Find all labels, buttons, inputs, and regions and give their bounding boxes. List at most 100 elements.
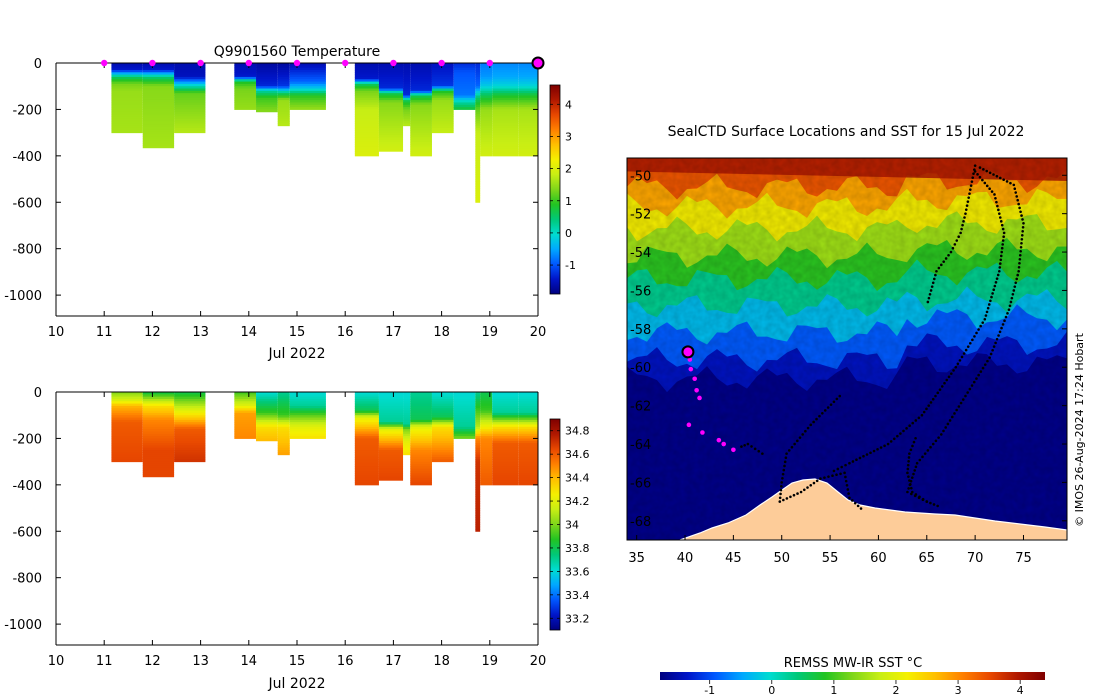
temperature-cell <box>480 130 493 134</box>
track-point <box>992 345 996 348</box>
temperature-cell <box>475 174 481 178</box>
track-point <box>823 476 826 479</box>
temperature-cell <box>492 104 519 108</box>
salinity-cell <box>480 401 493 405</box>
temperature-cell <box>410 63 432 66</box>
salinity-cell <box>256 410 278 414</box>
salinity-cell <box>289 401 326 405</box>
salinity-cell <box>480 445 493 449</box>
temperature-cell <box>410 153 432 157</box>
temperature-cell <box>410 109 432 113</box>
temperature-cell <box>480 107 493 110</box>
temperature-cell <box>277 116 290 120</box>
temperature-cell <box>410 134 432 138</box>
salinity-cell <box>410 477 432 481</box>
track-point <box>928 292 932 296</box>
salinity-cell <box>518 438 538 442</box>
track-point <box>1009 300 1013 304</box>
latest-profile-marker <box>531 56 545 70</box>
temperature-cell <box>475 146 481 150</box>
temperature-cell <box>289 95 326 99</box>
salinity-panel: 10 11 12 13 14 15 16 17 18 19 200-200-400-600-800-… <box>4 386 589 692</box>
temperature-cell <box>492 130 519 134</box>
salinity-cell <box>492 431 519 435</box>
temperature-cell <box>174 111 206 115</box>
temperature-cell <box>518 153 538 157</box>
track-point <box>998 216 1002 219</box>
salinity-cell <box>475 392 481 395</box>
salinity-cell <box>431 403 454 407</box>
temperature-cell <box>289 93 326 96</box>
temperature-cell <box>234 95 257 99</box>
track-point <box>977 328 980 331</box>
salinity-cell <box>277 431 290 435</box>
track-point <box>1015 195 1019 198</box>
temperature-cell <box>492 65 519 69</box>
temperature-cell <box>354 76 379 80</box>
temperature-x-tick-label: 19 <box>482 325 499 340</box>
sst-colorbar-bar <box>660 672 1045 680</box>
salinity-cell <box>480 466 493 470</box>
salinity-cell <box>354 398 379 402</box>
temperature-cell <box>234 100 257 103</box>
temperature-cell <box>111 111 143 115</box>
temperature-cell <box>475 165 481 168</box>
temperature-cell <box>410 86 432 90</box>
salinity-cell <box>480 419 493 423</box>
temperature-cell <box>277 121 290 124</box>
temperature-cell <box>354 144 379 148</box>
temperature-cell <box>480 116 493 120</box>
temperature-cell <box>354 139 379 143</box>
track-point <box>865 453 869 456</box>
temperature-cell <box>453 93 476 96</box>
temperature-cell <box>475 141 481 145</box>
temperature-cell <box>518 116 538 120</box>
salinity-cell <box>518 440 538 444</box>
temperature-cell <box>410 79 432 83</box>
salinity-x-tick-label: 16 <box>337 654 354 669</box>
salinity-cell <box>289 403 326 407</box>
track-point <box>899 432 902 435</box>
salinity-cell <box>453 403 476 407</box>
salinity-cell <box>142 440 175 444</box>
salinity-cell <box>453 431 476 435</box>
salinity-profile-column <box>142 392 175 478</box>
salinity-cell <box>378 436 404 439</box>
track-point <box>929 401 933 404</box>
salinity-cell <box>518 424 538 428</box>
temperature-axes: 10 11 12 13 14 15 16 17 18 19 200-200-400-600-800-… <box>4 57 546 340</box>
track-point <box>934 273 937 277</box>
temperature-cell <box>480 148 493 152</box>
salinity-cell <box>480 447 493 451</box>
temperature-cell <box>378 127 404 131</box>
temperature-cell <box>234 90 257 94</box>
salinity-cell <box>111 396 143 400</box>
temperature-cell <box>453 88 476 92</box>
salinity-cell <box>354 419 379 423</box>
temperature-cell <box>174 76 206 80</box>
temperature-cell <box>378 146 404 150</box>
salinity-colorbar-tick-label: 33.6 <box>565 565 590 578</box>
temperature-cell <box>174 86 206 90</box>
salinity-cell <box>142 392 175 395</box>
temperature-cell <box>142 95 175 99</box>
salinity-cell <box>378 466 404 470</box>
temperature-cell <box>256 65 278 69</box>
temperature-cell <box>475 83 481 87</box>
temperature-cell <box>142 145 175 149</box>
temperature-cell <box>354 81 379 85</box>
track-point <box>761 452 764 455</box>
track-point <box>853 501 857 505</box>
salinity-cell <box>480 450 493 453</box>
track-point <box>1015 277 1019 281</box>
salinity-cell <box>111 398 143 402</box>
salinity-cell <box>518 398 538 402</box>
track-point <box>949 250 953 254</box>
temperature-colorbar-tick-label: 3 <box>565 130 572 143</box>
salinity-cell <box>142 417 175 421</box>
salinity-cell <box>277 424 290 428</box>
temperature-cell <box>142 69 175 73</box>
salinity-cell <box>378 450 404 453</box>
temperature-cell <box>410 81 432 85</box>
salinity-cell <box>354 396 379 400</box>
